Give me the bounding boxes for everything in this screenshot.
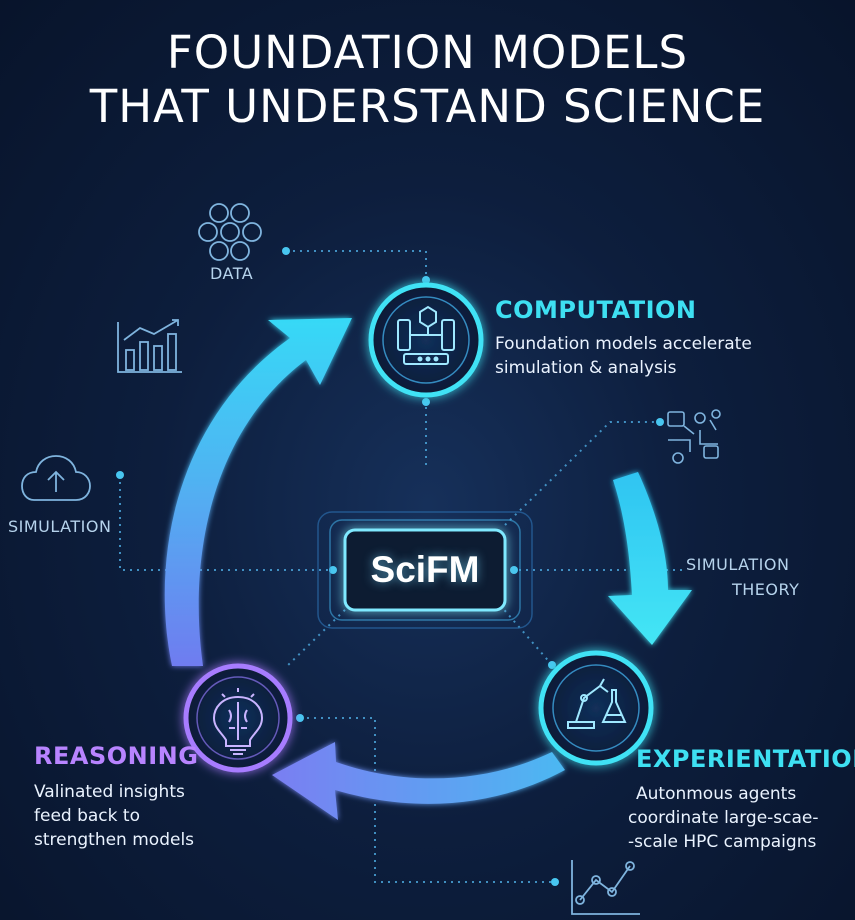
cycle-arrows bbox=[164, 318, 692, 820]
simulation-left-label: SIMULATION bbox=[8, 517, 112, 536]
connector-lines bbox=[119, 250, 685, 883]
line-chart-icon bbox=[571, 860, 640, 915]
robot-arm-flask-icon bbox=[567, 678, 627, 729]
connector-data-computation bbox=[286, 250, 427, 280]
connector-core-chip bbox=[504, 421, 660, 526]
bar-chart-icon bbox=[117, 319, 182, 373]
connector-dots bbox=[116, 247, 664, 886]
arrow-computation-to-experientation bbox=[608, 472, 692, 645]
arrow-experientation-to-reasoning bbox=[272, 742, 565, 820]
computation-desc-line-1: Foundation models accelerate bbox=[495, 334, 752, 354]
reasoning-desc-line-3: strengthen models bbox=[34, 830, 195, 850]
reasoning-title: REASONING bbox=[34, 742, 199, 770]
theory-label: THEORY bbox=[732, 580, 800, 599]
experientation-title: EXPERIENTATION bbox=[636, 745, 855, 773]
data-label: DATA bbox=[210, 264, 254, 283]
node-experientation bbox=[538, 650, 654, 766]
reasoning-desc-line-2: feed back to bbox=[34, 806, 140, 826]
arrow-reasoning-to-computation bbox=[164, 318, 352, 666]
page-title-line-2: THAT UNDERSTAND SCIENCE bbox=[89, 80, 766, 133]
circuit-board-icon bbox=[397, 305, 455, 365]
reasoning-desc-line-1: Valinated insights bbox=[34, 782, 185, 802]
experientation-desc-line-1: Autonmous agents bbox=[636, 784, 797, 804]
brain-bulb-icon bbox=[212, 688, 264, 755]
connector-core-reasoning bbox=[284, 604, 351, 669]
connector-core-experientation bbox=[499, 604, 553, 666]
hexagon-network-icon bbox=[198, 203, 262, 261]
simulation-right-label: SIMULATION bbox=[686, 555, 790, 574]
connector-simulation-core bbox=[119, 475, 335, 571]
experientation-desc-line-3: -scale HPC campaigns bbox=[628, 832, 817, 852]
page-title-line-1: FOUNDATION MODELS bbox=[166, 26, 689, 79]
core-chip bbox=[317, 511, 533, 629]
cloud-upload-icon bbox=[21, 455, 91, 501]
connector-reasoning-bottom bbox=[300, 717, 555, 883]
node-computation bbox=[368, 282, 484, 398]
circuit-chip-icon bbox=[667, 409, 721, 464]
computation-desc-line-2: simulation & analysis bbox=[495, 358, 677, 378]
experientation-desc-line-2: coordinate large-scae- bbox=[628, 808, 819, 828]
computation-title: COMPUTATION bbox=[495, 296, 697, 324]
core-label: SciFM bbox=[370, 549, 480, 590]
